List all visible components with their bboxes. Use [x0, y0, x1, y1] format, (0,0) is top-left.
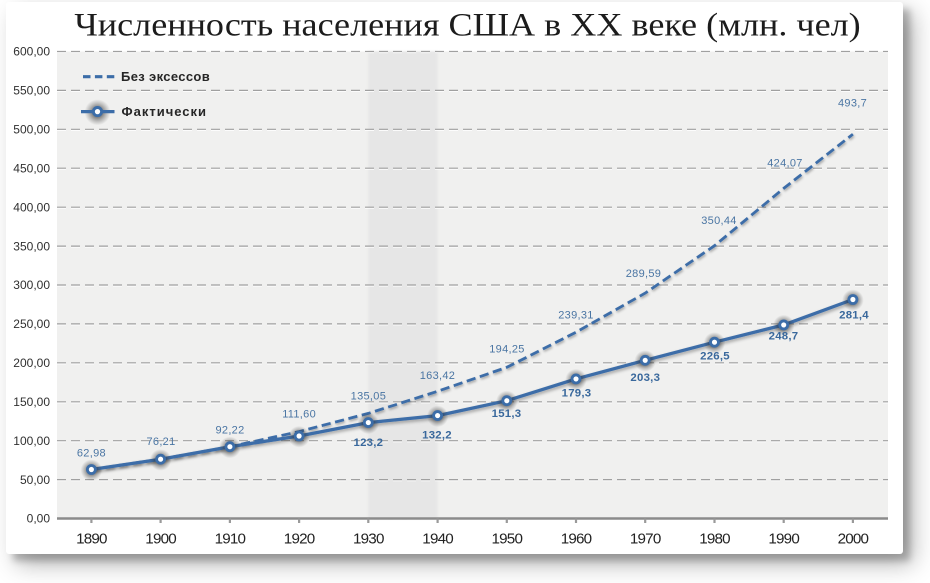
- svg-text:350,00: 350,00: [13, 239, 50, 253]
- svg-text:239,31: 239,31: [558, 309, 593, 321]
- svg-text:424,07: 424,07: [767, 157, 802, 169]
- svg-text:76,21: 76,21: [146, 436, 175, 448]
- svg-text:450,00: 450,00: [13, 161, 50, 175]
- svg-text:1970: 1970: [630, 531, 661, 548]
- svg-text:151,3: 151,3: [492, 408, 522, 420]
- svg-text:92,22: 92,22: [215, 424, 244, 436]
- svg-text:0,00: 0,00: [27, 512, 51, 526]
- svg-text:100,00: 100,00: [13, 434, 50, 448]
- svg-text:123,2: 123,2: [354, 437, 384, 449]
- svg-text:1920: 1920: [284, 531, 315, 548]
- svg-text:1940: 1940: [422, 531, 453, 548]
- svg-text:1890: 1890: [76, 531, 107, 548]
- svg-text:600,00: 600,00: [13, 45, 50, 59]
- svg-text:250,00: 250,00: [13, 317, 50, 331]
- svg-text:400,00: 400,00: [13, 200, 50, 214]
- svg-text:Фактически: Фактически: [122, 104, 208, 119]
- svg-text:Без эксессов: Без эксессов: [121, 69, 210, 84]
- svg-text:163,42: 163,42: [420, 370, 455, 382]
- svg-text:248,7: 248,7: [769, 331, 799, 343]
- svg-text:132,2: 132,2: [422, 429, 452, 441]
- svg-text:1950: 1950: [492, 531, 523, 548]
- svg-text:350,44: 350,44: [701, 215, 736, 227]
- svg-text:179,3: 179,3: [562, 388, 592, 400]
- svg-text:Численность населения США в XX: Численность населения США в XX веке (млн…: [74, 7, 860, 43]
- svg-text:194,25: 194,25: [489, 343, 524, 355]
- svg-text:111,60: 111,60: [282, 408, 316, 420]
- svg-text:62,98: 62,98: [77, 447, 106, 459]
- svg-text:200,00: 200,00: [13, 356, 50, 370]
- svg-text:500,00: 500,00: [13, 123, 50, 137]
- svg-text:281,4: 281,4: [839, 310, 869, 322]
- svg-text:150,00: 150,00: [13, 395, 50, 409]
- svg-text:226,5: 226,5: [700, 351, 730, 363]
- svg-text:550,00: 550,00: [13, 84, 50, 98]
- svg-text:2000: 2000: [838, 531, 869, 548]
- svg-text:300,00: 300,00: [13, 278, 50, 292]
- svg-text:1930: 1930: [353, 531, 384, 548]
- svg-text:203,3: 203,3: [630, 372, 660, 384]
- svg-text:1910: 1910: [215, 531, 246, 548]
- svg-text:50,00: 50,00: [20, 473, 50, 487]
- svg-text:1980: 1980: [699, 531, 730, 548]
- svg-text:1990: 1990: [768, 531, 799, 548]
- svg-text:289,59: 289,59: [626, 268, 661, 280]
- svg-text:493,7: 493,7: [838, 97, 867, 109]
- svg-text:135,05: 135,05: [351, 391, 386, 403]
- svg-text:1960: 1960: [561, 531, 592, 548]
- svg-text:1900: 1900: [145, 531, 176, 548]
